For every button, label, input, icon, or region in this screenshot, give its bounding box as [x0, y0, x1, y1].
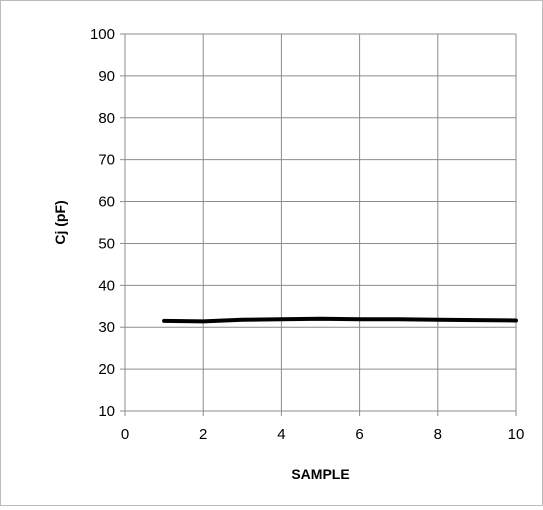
y-tick-label: 70	[98, 152, 115, 169]
x-axis-title: SAMPLE	[291, 466, 349, 482]
y-tick-label: 20	[98, 361, 115, 378]
x-tick-label: 8	[434, 426, 442, 443]
axes	[120, 33, 517, 416]
x-tick-label: 4	[277, 426, 285, 443]
y-tick-label: 80	[98, 110, 115, 127]
gridlines	[124, 33, 517, 412]
y-tick-label: 100	[90, 26, 115, 43]
x-tick-label: 2	[199, 426, 207, 443]
series-line	[162, 316, 518, 324]
x-tick-label: 6	[355, 426, 363, 443]
x-tick-label: 10	[508, 426, 525, 443]
y-tick-label: 90	[98, 68, 115, 85]
y-tick-label: 10	[98, 403, 115, 420]
y-tick-label: 30	[98, 319, 115, 336]
y-tick-label: 50	[98, 235, 115, 252]
series-lines	[162, 316, 518, 324]
y-tick-label: 40	[98, 277, 115, 294]
tick-labels: 10 20 30 40 50 60 70 80 90 100 0 2 4 6 8 10	[90, 26, 524, 443]
y-tick-label: 60	[98, 194, 115, 211]
y-axis-title: Cj (pF)	[52, 200, 68, 244]
x-tick-label: 0	[121, 426, 129, 443]
